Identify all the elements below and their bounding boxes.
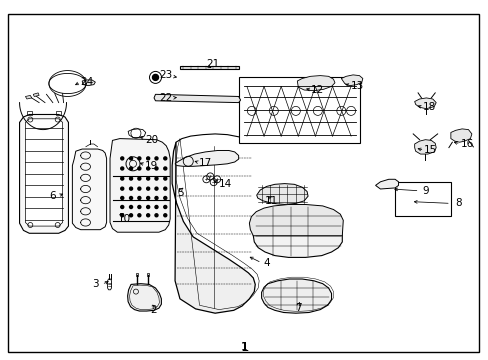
Circle shape (121, 177, 123, 180)
Polygon shape (341, 75, 362, 86)
Circle shape (129, 206, 132, 208)
Text: 22: 22 (159, 93, 173, 103)
Circle shape (129, 187, 132, 190)
Text: 9: 9 (421, 186, 428, 196)
Circle shape (121, 157, 123, 160)
Circle shape (155, 197, 158, 199)
Text: 3: 3 (92, 279, 99, 289)
Text: 1: 1 (240, 341, 248, 354)
Circle shape (152, 75, 158, 80)
Circle shape (163, 206, 166, 208)
Circle shape (138, 167, 141, 170)
Circle shape (138, 206, 141, 208)
Text: 14: 14 (218, 179, 231, 189)
Circle shape (121, 206, 123, 208)
Circle shape (146, 197, 149, 199)
Text: 2: 2 (150, 305, 157, 315)
Circle shape (129, 177, 132, 180)
Polygon shape (127, 284, 161, 311)
Bar (238, 77, 359, 143)
Text: 1: 1 (241, 342, 247, 352)
Circle shape (146, 157, 149, 160)
Text: 18: 18 (422, 102, 435, 112)
Polygon shape (33, 93, 39, 96)
Text: 8: 8 (454, 198, 461, 208)
Text: 19: 19 (144, 161, 158, 171)
Circle shape (138, 187, 141, 190)
Circle shape (129, 214, 132, 217)
Polygon shape (249, 204, 343, 236)
Polygon shape (25, 95, 32, 99)
Text: 20: 20 (145, 135, 158, 145)
Polygon shape (154, 94, 240, 103)
Text: 4: 4 (263, 258, 269, 268)
Polygon shape (20, 114, 68, 233)
Circle shape (121, 167, 123, 170)
Circle shape (146, 167, 149, 170)
Polygon shape (25, 119, 62, 226)
Circle shape (155, 157, 158, 160)
Polygon shape (256, 184, 307, 204)
Polygon shape (82, 80, 95, 86)
Text: 15: 15 (423, 145, 436, 156)
Text: 10: 10 (118, 214, 131, 224)
Polygon shape (180, 66, 238, 69)
Circle shape (138, 197, 141, 199)
Polygon shape (110, 139, 170, 232)
Circle shape (146, 177, 149, 180)
Polygon shape (253, 217, 342, 257)
Circle shape (138, 214, 141, 217)
Polygon shape (414, 98, 435, 109)
Polygon shape (297, 76, 334, 91)
Circle shape (163, 197, 166, 199)
Circle shape (121, 187, 123, 190)
Circle shape (146, 206, 149, 208)
Circle shape (163, 157, 166, 160)
Polygon shape (261, 279, 331, 313)
Text: 21: 21 (205, 59, 219, 69)
Circle shape (121, 214, 123, 217)
Circle shape (121, 197, 123, 199)
Circle shape (155, 167, 158, 170)
Circle shape (163, 177, 166, 180)
Text: 16: 16 (459, 139, 473, 149)
Circle shape (155, 214, 158, 217)
Text: 17: 17 (198, 158, 212, 168)
Circle shape (155, 206, 158, 208)
Circle shape (163, 187, 166, 190)
Text: 6: 6 (49, 191, 56, 201)
Circle shape (129, 197, 132, 199)
Circle shape (155, 187, 158, 190)
Polygon shape (414, 140, 435, 154)
Circle shape (129, 167, 132, 170)
Text: 7: 7 (294, 303, 301, 313)
Polygon shape (172, 142, 255, 313)
Text: 13: 13 (349, 81, 363, 91)
Text: 11: 11 (264, 196, 278, 206)
Polygon shape (175, 150, 238, 166)
Text: 23: 23 (159, 70, 173, 80)
Text: 24: 24 (80, 77, 94, 87)
Circle shape (163, 167, 166, 170)
Circle shape (146, 187, 149, 190)
Circle shape (138, 157, 141, 160)
Bar (394, 182, 450, 216)
Text: 12: 12 (310, 85, 324, 95)
Polygon shape (72, 149, 106, 230)
Polygon shape (450, 129, 471, 142)
Circle shape (138, 177, 141, 180)
Circle shape (146, 214, 149, 217)
Circle shape (129, 157, 132, 160)
Text: 5: 5 (177, 188, 184, 198)
Circle shape (163, 214, 166, 217)
Polygon shape (375, 179, 398, 189)
Circle shape (155, 177, 158, 180)
